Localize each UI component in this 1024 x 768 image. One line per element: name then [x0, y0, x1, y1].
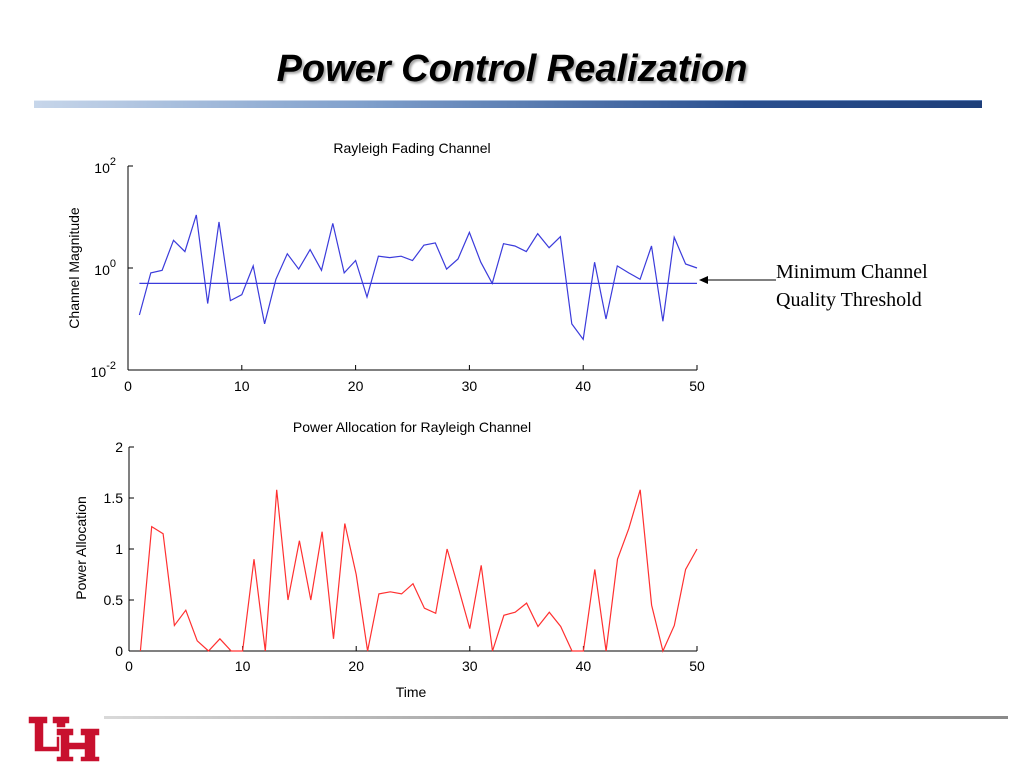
- threshold-annotation: Minimum Channel Quality Threshold: [699, 261, 928, 311]
- bottom-y-tick-label: 1.5: [104, 490, 124, 506]
- top-x-tick-label: 10: [234, 378, 250, 394]
- top-x-tick-label: 30: [462, 378, 478, 394]
- annotation-line-1: Minimum Channel: [776, 261, 928, 283]
- bottom-x-tick-label: 30: [462, 658, 478, 674]
- top-chart-axes: [127, 166, 697, 371]
- top-y-tick-label: 10-2: [91, 360, 116, 380]
- top-x-tick-label: 20: [348, 378, 364, 394]
- power-allocation-line: [139, 489, 698, 653]
- footer-rule: [104, 716, 1008, 719]
- channel-magnitude-line: [138, 214, 698, 341]
- title-rule-highlight: [34, 100, 982, 101]
- bottom-y-tick-label: 0.5: [104, 592, 124, 608]
- top-x-tick-label: 50: [689, 378, 705, 394]
- uh-logo-icon: [27, 715, 101, 763]
- top-chart-ticks: 0 10 20 30 40 50 10-2 100 102: [91, 156, 705, 394]
- top-x-tick-label: 40: [575, 378, 591, 394]
- top-chart-series: [138, 214, 698, 341]
- top-chart-title: Rayleigh Fading Channel: [333, 140, 490, 156]
- top-chart: Rayleigh Fading Channel Channel Magnitud…: [66, 140, 928, 394]
- bottom-chart: Power Allocation for Rayleigh Channel Po…: [73, 419, 705, 700]
- uh-logo-shape: [27, 715, 101, 763]
- slide-title: Power Control Realization: [276, 48, 748, 90]
- annotation-line-2: Quality Threshold: [776, 289, 922, 311]
- bottom-y-tick-label: 2: [115, 439, 123, 455]
- bottom-x-tick-label: 50: [689, 658, 705, 674]
- bottom-chart-series: [139, 489, 698, 653]
- bottom-x-tick-label: 40: [576, 658, 592, 674]
- bottom-chart-title: Power Allocation for Rayleigh Channel: [293, 419, 531, 435]
- bottom-x-tick-label: 10: [235, 658, 251, 674]
- bottom-chart-ticks: 0 10 20 30 40 50 0 0.5 1 1.5 2: [104, 439, 705, 674]
- bottom-x-tick-label: 0: [125, 658, 133, 674]
- bottom-chart-ylabel: Power Allocation: [73, 496, 89, 600]
- bottom-y-tick-label: 1: [115, 541, 123, 557]
- bottom-x-tick-label: 20: [348, 658, 364, 674]
- top-y-tick-label: 100: [94, 258, 116, 278]
- top-chart-ylabel: Channel Magnitude: [66, 207, 82, 329]
- title-rule: [34, 101, 982, 108]
- top-x-tick-label: 0: [124, 378, 132, 394]
- bottom-chart-xlabel: Time: [396, 684, 427, 700]
- bottom-y-tick-label: 0: [115, 643, 123, 659]
- annotation-arrow-head: [699, 276, 708, 284]
- top-y-tick-label: 102: [94, 156, 116, 176]
- bottom-chart-axes: [128, 447, 697, 652]
